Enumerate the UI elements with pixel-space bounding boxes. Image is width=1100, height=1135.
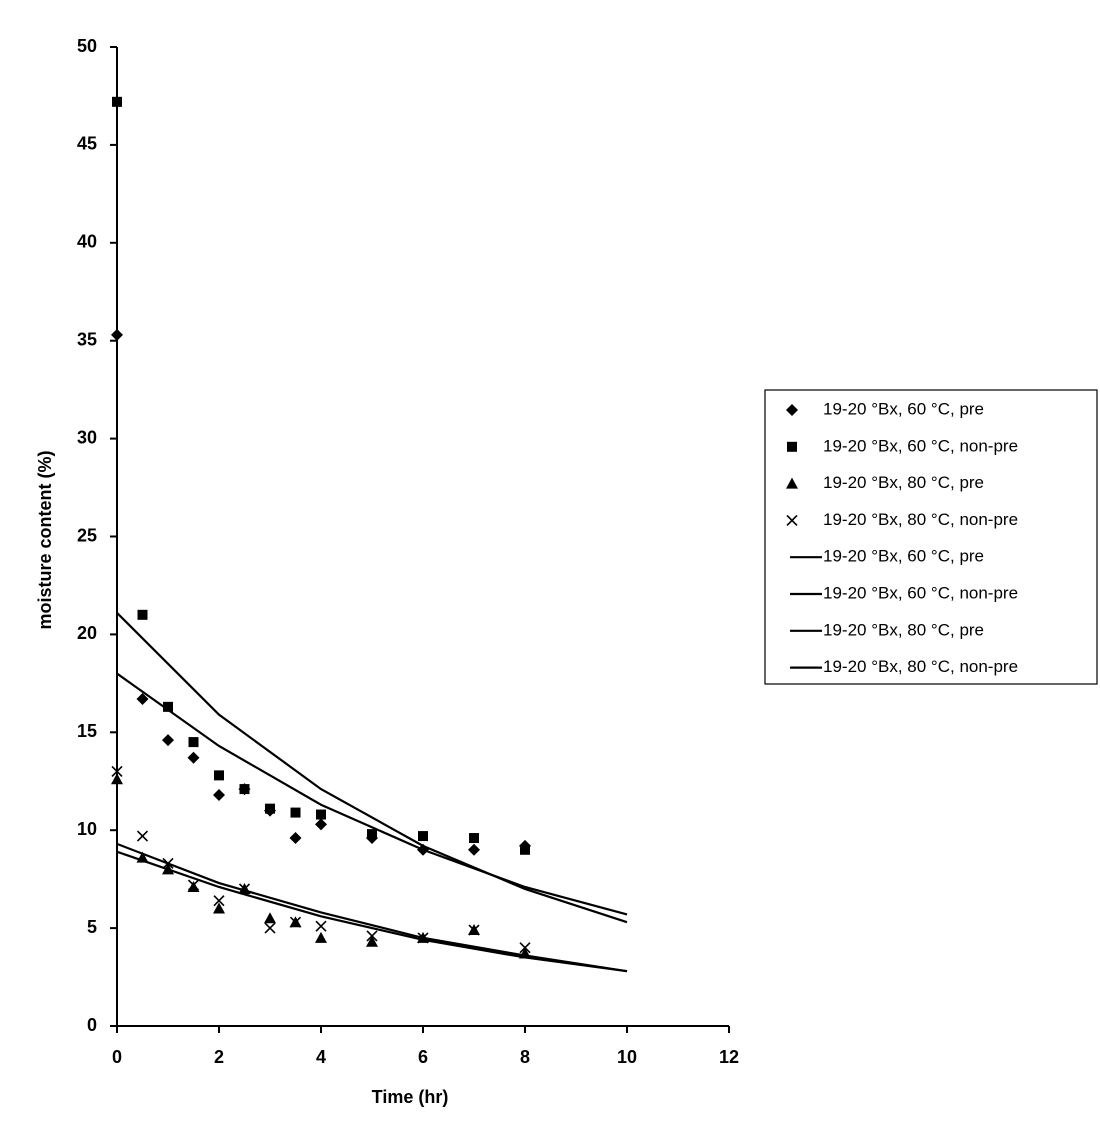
- square-marker: [418, 831, 428, 841]
- y-tick-label: 50: [77, 36, 97, 56]
- square-marker: [138, 610, 148, 620]
- y-tick-label: 5: [87, 917, 97, 937]
- y-tick-label: 35: [77, 329, 97, 349]
- x-tick-label: 10: [617, 1047, 637, 1067]
- legend-box: [765, 390, 1097, 684]
- y-tick-label: 40: [77, 232, 97, 252]
- y-tick-label: 25: [77, 525, 97, 545]
- square-marker: [265, 804, 275, 814]
- y-tick-label: 15: [77, 721, 97, 741]
- x-axis-title: Time (hr): [372, 1087, 449, 1107]
- legend-label: 19-20 °Bx, 60 °C, non-pre: [823, 583, 1018, 602]
- square-marker: [291, 808, 301, 818]
- y-axis-title: moisture content (%): [35, 450, 55, 629]
- x-tick-label: 2: [214, 1047, 224, 1067]
- square-marker: [112, 97, 122, 107]
- x-tick-label: 0: [112, 1047, 122, 1067]
- square-marker: [189, 737, 199, 747]
- y-tick-label: 20: [77, 623, 97, 643]
- legend-label: 19-20 °Bx, 80 °C, non-pre: [823, 510, 1018, 529]
- legend-label: 19-20 °Bx, 60 °C, pre: [823, 399, 984, 418]
- x-tick-label: 8: [520, 1047, 530, 1067]
- legend-label: 19-20 °Bx, 80 °C, pre: [823, 620, 984, 639]
- legend-label: 19-20 °Bx, 80 °C, pre: [823, 473, 984, 492]
- legend-label: 19-20 °Bx, 80 °C, non-pre: [823, 657, 1018, 676]
- y-tick-label: 30: [77, 427, 97, 447]
- square-marker: [240, 784, 250, 794]
- legend-label: 19-20 °Bx, 60 °C, non-pre: [823, 436, 1018, 455]
- square-marker: [316, 810, 326, 820]
- x-tick-label: 6: [418, 1047, 428, 1067]
- chart: Time (hr) moisture content (%) 051015202…: [0, 0, 1100, 1135]
- square-marker: [520, 845, 530, 855]
- legend-marker: [787, 442, 797, 452]
- y-tick-label: 10: [77, 819, 97, 839]
- y-tick-label: 0: [87, 1015, 97, 1035]
- x-tick-label: 12: [719, 1047, 739, 1067]
- square-marker: [469, 833, 479, 843]
- legend-label: 19-20 °Bx, 60 °C, pre: [823, 547, 984, 566]
- square-marker: [214, 770, 224, 780]
- square-marker: [367, 829, 377, 839]
- y-tick-label: 45: [77, 134, 97, 154]
- x-tick-label: 4: [316, 1047, 326, 1067]
